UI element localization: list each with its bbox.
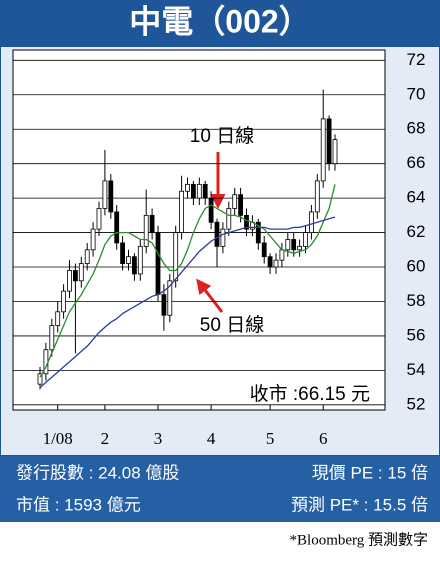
y-tick-label: 54	[407, 360, 426, 379]
candle-body	[261, 242, 267, 258]
candle-body	[167, 280, 173, 316]
candle-body	[297, 245, 303, 251]
ma-line	[39, 216, 336, 389]
candle-body	[49, 325, 55, 351]
candle-body	[120, 242, 125, 264]
close-label: 收市 :66.15 元	[250, 383, 370, 405]
candle-body	[185, 183, 190, 192]
candle-body	[108, 180, 114, 213]
x-tick-label: 1/08	[43, 429, 73, 448]
candle-body	[143, 214, 149, 247]
annotation-arrow	[196, 278, 224, 313]
footer-band	[0, 456, 440, 522]
y-tick-label: 60	[407, 257, 426, 276]
candle-body	[155, 232, 161, 295]
candle-body	[308, 211, 314, 233]
footer-text: 現價 PE : 15 倍	[312, 463, 428, 482]
y-tick-label: 72	[407, 50, 426, 69]
candle-body	[114, 211, 120, 244]
candle-body	[267, 256, 273, 268]
series-label: 10 日線	[190, 125, 254, 147]
y-tick-label: 56	[407, 325, 426, 344]
candle-body	[149, 214, 155, 233]
chart-title: 中電（002）	[129, 3, 310, 39]
candle-body	[190, 183, 196, 199]
footer-text: 發行股數 : 24.08 億股	[16, 463, 179, 482]
x-tick-label: 2	[101, 429, 110, 448]
candle-body	[37, 373, 43, 385]
candle-body	[214, 221, 220, 247]
candle-body	[202, 183, 208, 199]
candle-body	[244, 214, 249, 230]
y-tick-label: 66	[407, 153, 426, 172]
candle-body	[273, 259, 279, 268]
x-tick-label: 4	[207, 429, 216, 448]
candle-body	[196, 183, 202, 199]
ma-line	[39, 184, 336, 378]
footer-text: 預測 PE* : 15.5 倍	[291, 495, 428, 514]
candle-body	[314, 180, 320, 213]
candle-body	[291, 239, 297, 251]
candle-body	[303, 232, 308, 247]
candle-body	[102, 180, 108, 209]
y-tick-label: 68	[407, 119, 426, 138]
x-tick-label: 6	[319, 429, 328, 448]
plot-area	[12, 49, 386, 411]
candle-body	[285, 239, 291, 251]
candle-body	[173, 232, 179, 282]
series-label: 50 日線	[200, 314, 264, 336]
candle-body	[226, 208, 232, 230]
y-tick-label: 62	[407, 222, 426, 241]
candle-body	[238, 194, 244, 216]
y-tick-label: 70	[407, 84, 426, 103]
candle-body	[126, 256, 131, 264]
candle-body	[232, 194, 238, 209]
candle-body	[55, 311, 61, 326]
candle-body	[320, 118, 326, 182]
candle-body	[161, 294, 167, 316]
candle-body	[137, 245, 143, 275]
candle-body	[131, 256, 137, 275]
candle-body	[220, 228, 226, 247]
candle-body	[255, 221, 261, 244]
footnote: *Bloomberg 預測數字	[290, 531, 428, 548]
candle-body	[61, 290, 66, 313]
candle-body	[208, 197, 214, 223]
y-tick-label: 64	[407, 188, 426, 207]
candle-body	[279, 249, 285, 261]
candle-body	[84, 249, 90, 264]
candle-body	[326, 118, 332, 165]
candle-body	[67, 270, 72, 292]
y-tick-label: 58	[407, 291, 426, 310]
x-tick-label: 5	[266, 429, 275, 448]
y-tick-label: 52	[407, 394, 426, 413]
candle-body	[90, 228, 96, 251]
candle-body	[96, 208, 102, 230]
footer-text: 市值 : 1593 億元	[16, 495, 141, 514]
title-bar	[0, 0, 440, 46]
candle-body	[179, 190, 185, 233]
candle-body	[73, 270, 78, 282]
candle-body	[78, 263, 84, 282]
x-tick-label: 3	[154, 429, 163, 448]
candle-body	[332, 139, 338, 165]
